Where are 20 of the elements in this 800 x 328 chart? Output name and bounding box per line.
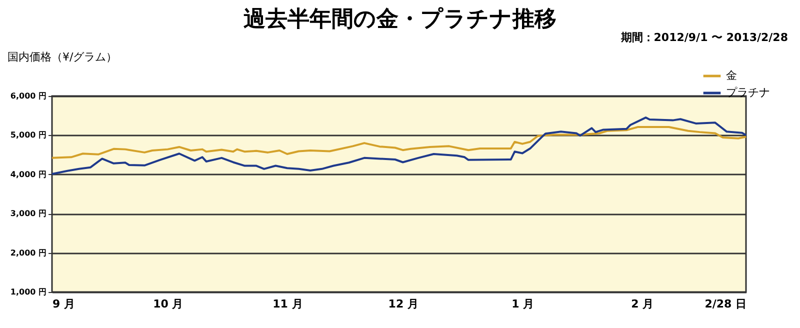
y-tick-label: 3,000 円 <box>10 209 46 218</box>
legend-label: プラチナ <box>726 86 770 99</box>
y-tick-label: 1,000 円 <box>10 288 46 296</box>
x-tick-label: 11 月 <box>272 298 303 310</box>
x-tick-label: 2/28 日 <box>704 298 746 310</box>
line-series <box>51 116 747 176</box>
y-tick-label: 4,000 円 <box>10 170 46 179</box>
x-tick-label: 10 月 <box>153 298 184 310</box>
line-series <box>51 126 747 159</box>
chart-subtitle: 期間：2012/9/1 〜 2013/2/28 <box>620 30 788 45</box>
chart-title: 過去半年間の金・プラチナ推移 <box>244 7 556 32</box>
x-tick-label: 9 月 <box>52 298 75 310</box>
y-tick-label: 2,000 円 <box>10 248 46 258</box>
y-tick-label: 6,000 円 <box>10 92 46 100</box>
x-tick-label: 2 月 <box>631 298 654 310</box>
legend-label: 金 <box>726 69 737 82</box>
y-axis-title: 国内価格（¥/グラム） <box>8 50 118 64</box>
x-tick-label: 1 月 <box>512 298 534 310</box>
x-tick-label: 12 月 <box>388 298 418 310</box>
y-tick-label: 5,000 円 <box>10 130 46 140</box>
